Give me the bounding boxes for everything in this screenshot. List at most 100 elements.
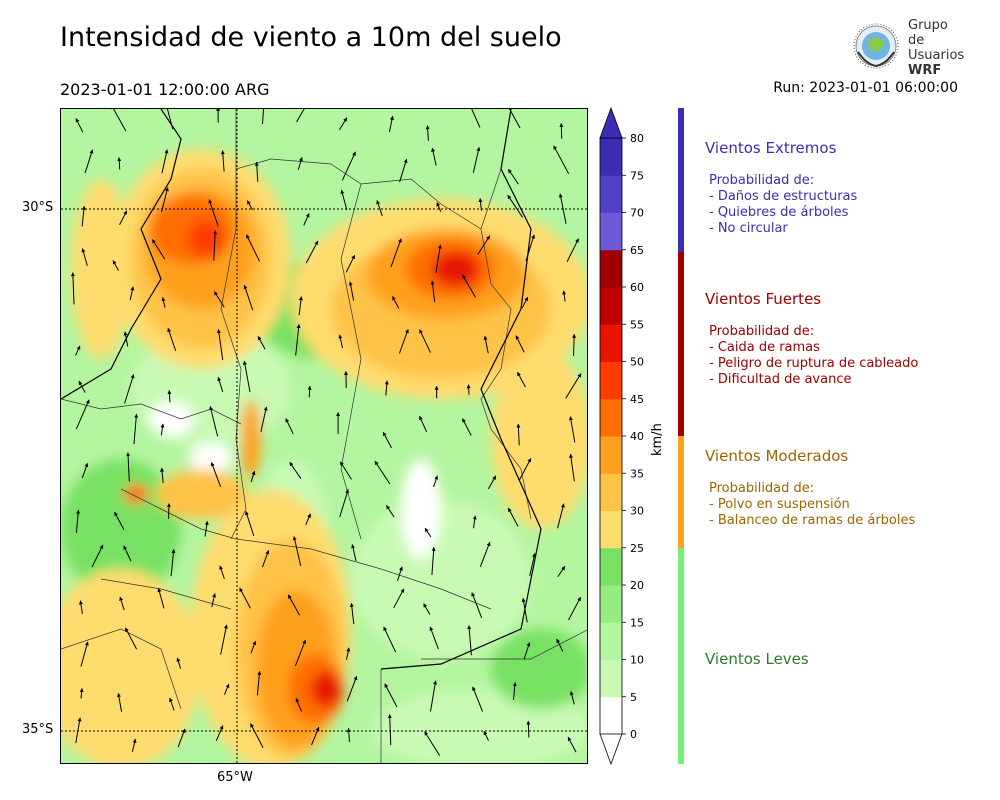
wind-arrow xyxy=(339,461,352,480)
wind-arrow xyxy=(572,333,577,356)
wind-arrow xyxy=(292,536,302,567)
wind-arrow xyxy=(75,118,84,133)
wind-arrow xyxy=(569,690,575,705)
colorbar-tick-label: 75 xyxy=(630,169,644,182)
wind-arrow xyxy=(211,593,217,608)
wind-arrow xyxy=(119,210,128,226)
wind-arrow xyxy=(119,596,125,611)
wind-arrow xyxy=(129,286,135,301)
wind-arrow xyxy=(75,345,81,356)
wind-arrow xyxy=(471,592,483,619)
wind-arrow xyxy=(529,553,536,577)
wind-arrow xyxy=(471,109,481,128)
wind-arrow xyxy=(397,566,403,581)
logo: Grupo de Usuarios WRF xyxy=(848,18,968,78)
colorbar-swatch xyxy=(600,436,622,474)
wind-arrow xyxy=(91,544,104,568)
wind-arrow xyxy=(515,335,525,353)
lat-label-35: 35°S xyxy=(22,722,54,737)
colorbar-swatch xyxy=(600,138,622,176)
wind-arrow xyxy=(559,123,564,139)
category-title: Vientos Fuertes xyxy=(705,290,822,308)
wind-arrow xyxy=(209,406,219,437)
colorbar-swatch xyxy=(600,473,622,511)
wind-arrow xyxy=(260,406,268,432)
wind-arrow xyxy=(388,115,394,133)
colorbar-swatch xyxy=(600,696,622,735)
wind-arrow xyxy=(167,327,177,352)
wind-arrow xyxy=(487,475,497,490)
wind-arrow xyxy=(215,725,224,741)
wind-arrow xyxy=(419,329,431,353)
wind-arrow xyxy=(556,638,564,652)
wind-arrow xyxy=(256,670,262,696)
category-bar-strong xyxy=(678,252,684,436)
wind-arrow xyxy=(565,373,582,399)
wind-arrow xyxy=(285,418,294,435)
wind-arrow xyxy=(216,329,224,361)
wind-map xyxy=(60,108,588,764)
wind-arrow xyxy=(124,627,138,650)
wind-arrow xyxy=(436,202,442,212)
wind-arrow xyxy=(250,723,264,748)
wind-arrow xyxy=(81,462,89,479)
wind-arrow xyxy=(390,238,402,268)
wind-arrow xyxy=(423,603,431,615)
wind-arrow xyxy=(472,686,484,712)
country-borders xyxy=(61,109,542,670)
wind-arrow xyxy=(521,597,528,623)
wind-arrow xyxy=(472,515,477,529)
colorbar-swatch xyxy=(600,175,622,213)
wind-arrow xyxy=(239,587,251,609)
wind-arrow xyxy=(245,510,255,537)
wind-arrow xyxy=(419,415,428,433)
colorbar-tick-label: 35 xyxy=(630,467,644,480)
wind-arrow xyxy=(431,546,436,576)
wind-arrow xyxy=(295,698,303,712)
wind-arrow xyxy=(507,168,519,185)
category-strong: Vientos Fuertes Probabilidad de: - Caida… xyxy=(705,290,918,388)
wind-arrow xyxy=(160,467,165,483)
wind-arrow xyxy=(166,109,174,130)
wind-arrow xyxy=(262,550,270,568)
wind-arrow xyxy=(219,565,225,580)
category-title: Vientos Extremos xyxy=(705,139,837,157)
colorbar-tick-label: 10 xyxy=(630,654,644,667)
wind-arrow xyxy=(208,199,219,227)
colorbar-tick-label: 55 xyxy=(630,318,644,331)
run-time: Run: 2023-01-01 06:00:00 xyxy=(773,80,958,96)
wind-arrow xyxy=(512,682,517,700)
wind-arrow xyxy=(112,260,119,271)
wind-arrow xyxy=(472,146,481,173)
wind-arrow xyxy=(346,727,351,743)
wind-arrow xyxy=(346,675,358,702)
wind-arrow xyxy=(305,513,311,526)
wind-arrow xyxy=(387,714,392,746)
colorbar-tick-label: 80 xyxy=(630,132,644,145)
wind-arrow xyxy=(305,240,319,264)
wind-arrow xyxy=(461,274,477,298)
wind-arrow xyxy=(246,234,261,262)
wind-contours xyxy=(61,149,587,763)
wind-arrow xyxy=(297,156,303,170)
colorbar-tick-label: 20 xyxy=(630,579,644,592)
wind-arrow xyxy=(151,239,166,260)
colorbar-swatch xyxy=(600,547,622,586)
wind-arrow xyxy=(384,380,389,396)
wind-arrow xyxy=(126,452,131,482)
wind-arrow xyxy=(81,205,86,227)
wind-arrow xyxy=(568,416,576,443)
colorbar-extend-top xyxy=(599,106,623,139)
wind-arrow xyxy=(311,726,320,746)
wind-arrow xyxy=(161,296,166,308)
map-title: Intensidad de viento a 10m del suelo xyxy=(60,22,562,53)
wind-arrow xyxy=(123,331,129,347)
wind-arrow xyxy=(467,625,472,656)
wind-arrow xyxy=(393,588,405,609)
wind-arrow xyxy=(340,189,348,211)
wind-arrow xyxy=(131,738,137,752)
wind-arrow xyxy=(435,244,442,273)
colorbar-swatch xyxy=(600,212,622,251)
wind-arrow xyxy=(307,385,312,398)
wind-arrow xyxy=(289,461,302,479)
